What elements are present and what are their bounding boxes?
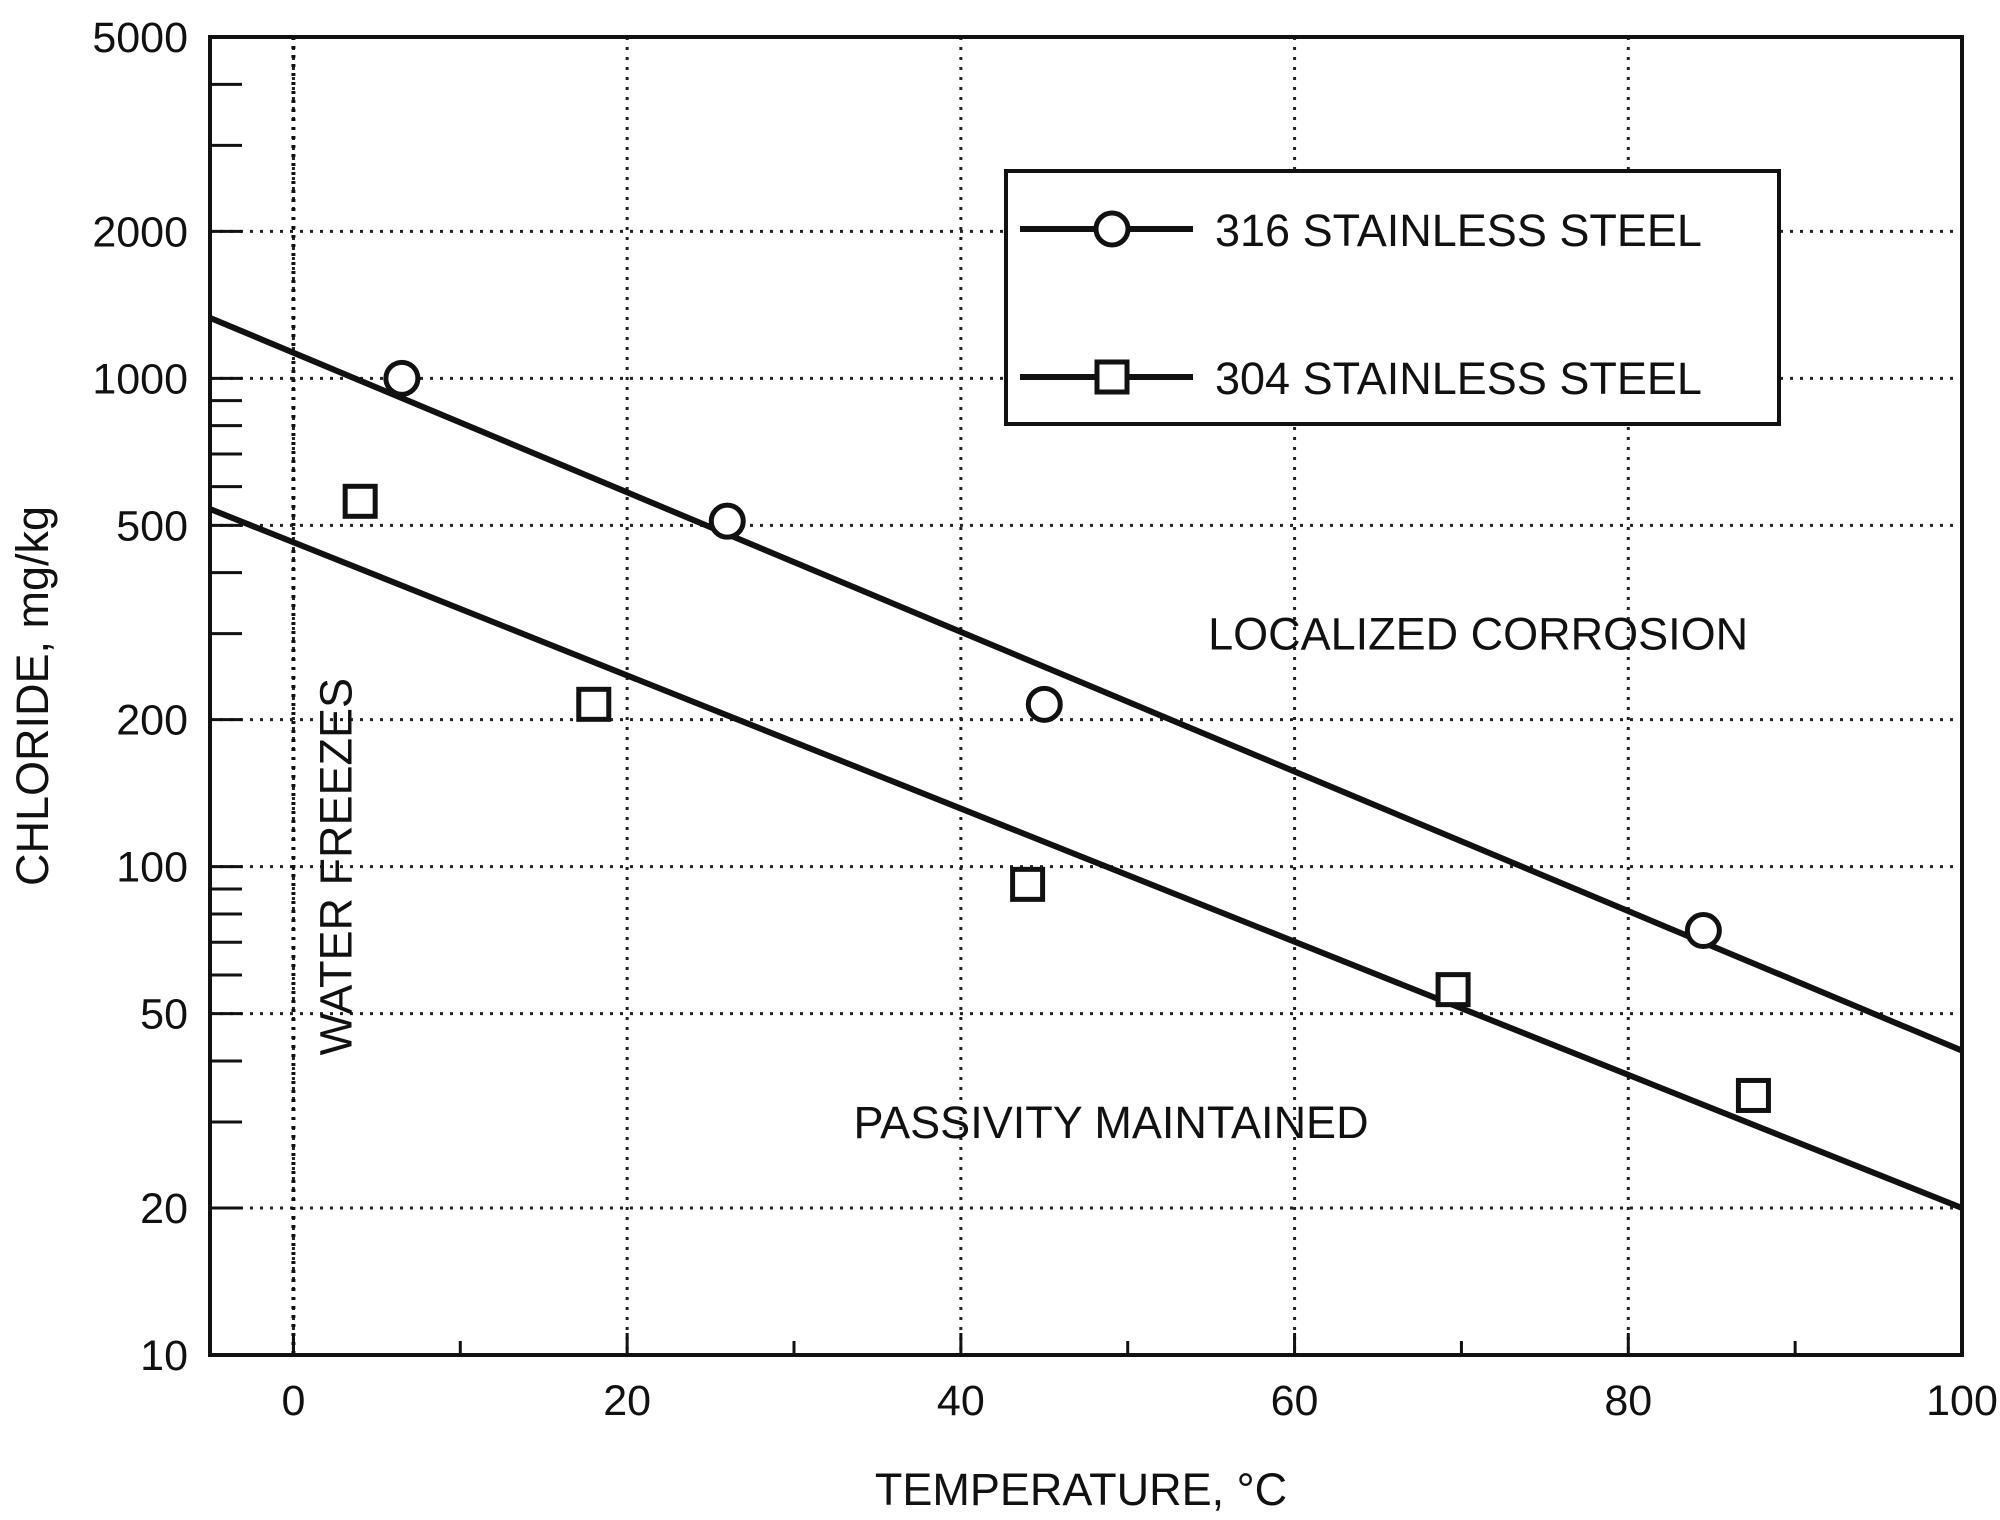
x-tick-label: 40 — [937, 1377, 985, 1425]
localized-corrosion-label: LOCALIZED CORROSION — [1208, 609, 1748, 660]
y-tick-label: 1000 — [92, 355, 188, 403]
y-tick-label: 2000 — [92, 208, 188, 256]
fit-lines — [208, 315, 1964, 1211]
plot-frame — [208, 35, 1964, 1357]
y-tick-label: 50 — [140, 991, 188, 1039]
x-tick-label: 0 — [281, 1377, 305, 1425]
y-tick-label: 5000 — [92, 14, 188, 62]
x-tick-label: 20 — [603, 1377, 651, 1425]
legend-marker-series-1 — [1093, 210, 1131, 248]
annotations: WATER FREEZES LOCALIZED CORROSION PASSIVIT… — [310, 609, 1748, 1148]
legend-box — [1004, 169, 1781, 426]
y-tick-label: 200 — [116, 697, 188, 745]
data-point-series-2 — [1435, 972, 1471, 1008]
data-point-series-1 — [1684, 912, 1722, 950]
y-tick-label: 100 — [116, 844, 188, 892]
x-tick-label: 100 — [1926, 1377, 1998, 1425]
data-point-series-2 — [576, 686, 612, 722]
data-point-series-2 — [1735, 1077, 1771, 1113]
data-point-series-1 — [708, 502, 746, 540]
legend: 316 STAINLESS STEEL 304 STAINLESS STEEL — [1004, 169, 1781, 426]
data-point-series-1 — [1025, 685, 1063, 723]
y-tick-label: 10 — [140, 1332, 188, 1380]
data-point-series-1 — [383, 359, 421, 397]
passivity-maintained-label: PASSIVITY MAINTAINED — [853, 1097, 1368, 1148]
x-tick-label: 60 — [1271, 1377, 1319, 1425]
data-markers — [342, 359, 1771, 1113]
data-point-series-2 — [342, 483, 378, 519]
y-axis-title: CHLORIDE, mg/kg — [7, 506, 58, 886]
legend-label-series-2: 304 STAINLESS STEEL — [1215, 353, 1702, 404]
y-tick-label: 500 — [116, 502, 188, 550]
y-tick-label: 20 — [140, 1185, 188, 1233]
legend-label-series-1: 316 STAINLESS STEEL — [1215, 205, 1702, 256]
legend-marker-series-2 — [1094, 359, 1130, 395]
fit-line-series-2 — [208, 506, 1964, 1211]
water-freezes-label: WATER FREEZES — [310, 678, 361, 1056]
x-axis-title: TEMPERATURE, °C — [875, 1464, 1287, 1515]
data-point-series-2 — [1010, 866, 1046, 902]
tick-labels: 0 20 40 60 80 100 10 20 50 100 200 500 1000 2000 5000 — [92, 14, 1998, 1425]
fit-line-series-1 — [208, 315, 1964, 1054]
x-tick-label: 80 — [1604, 1377, 1652, 1425]
